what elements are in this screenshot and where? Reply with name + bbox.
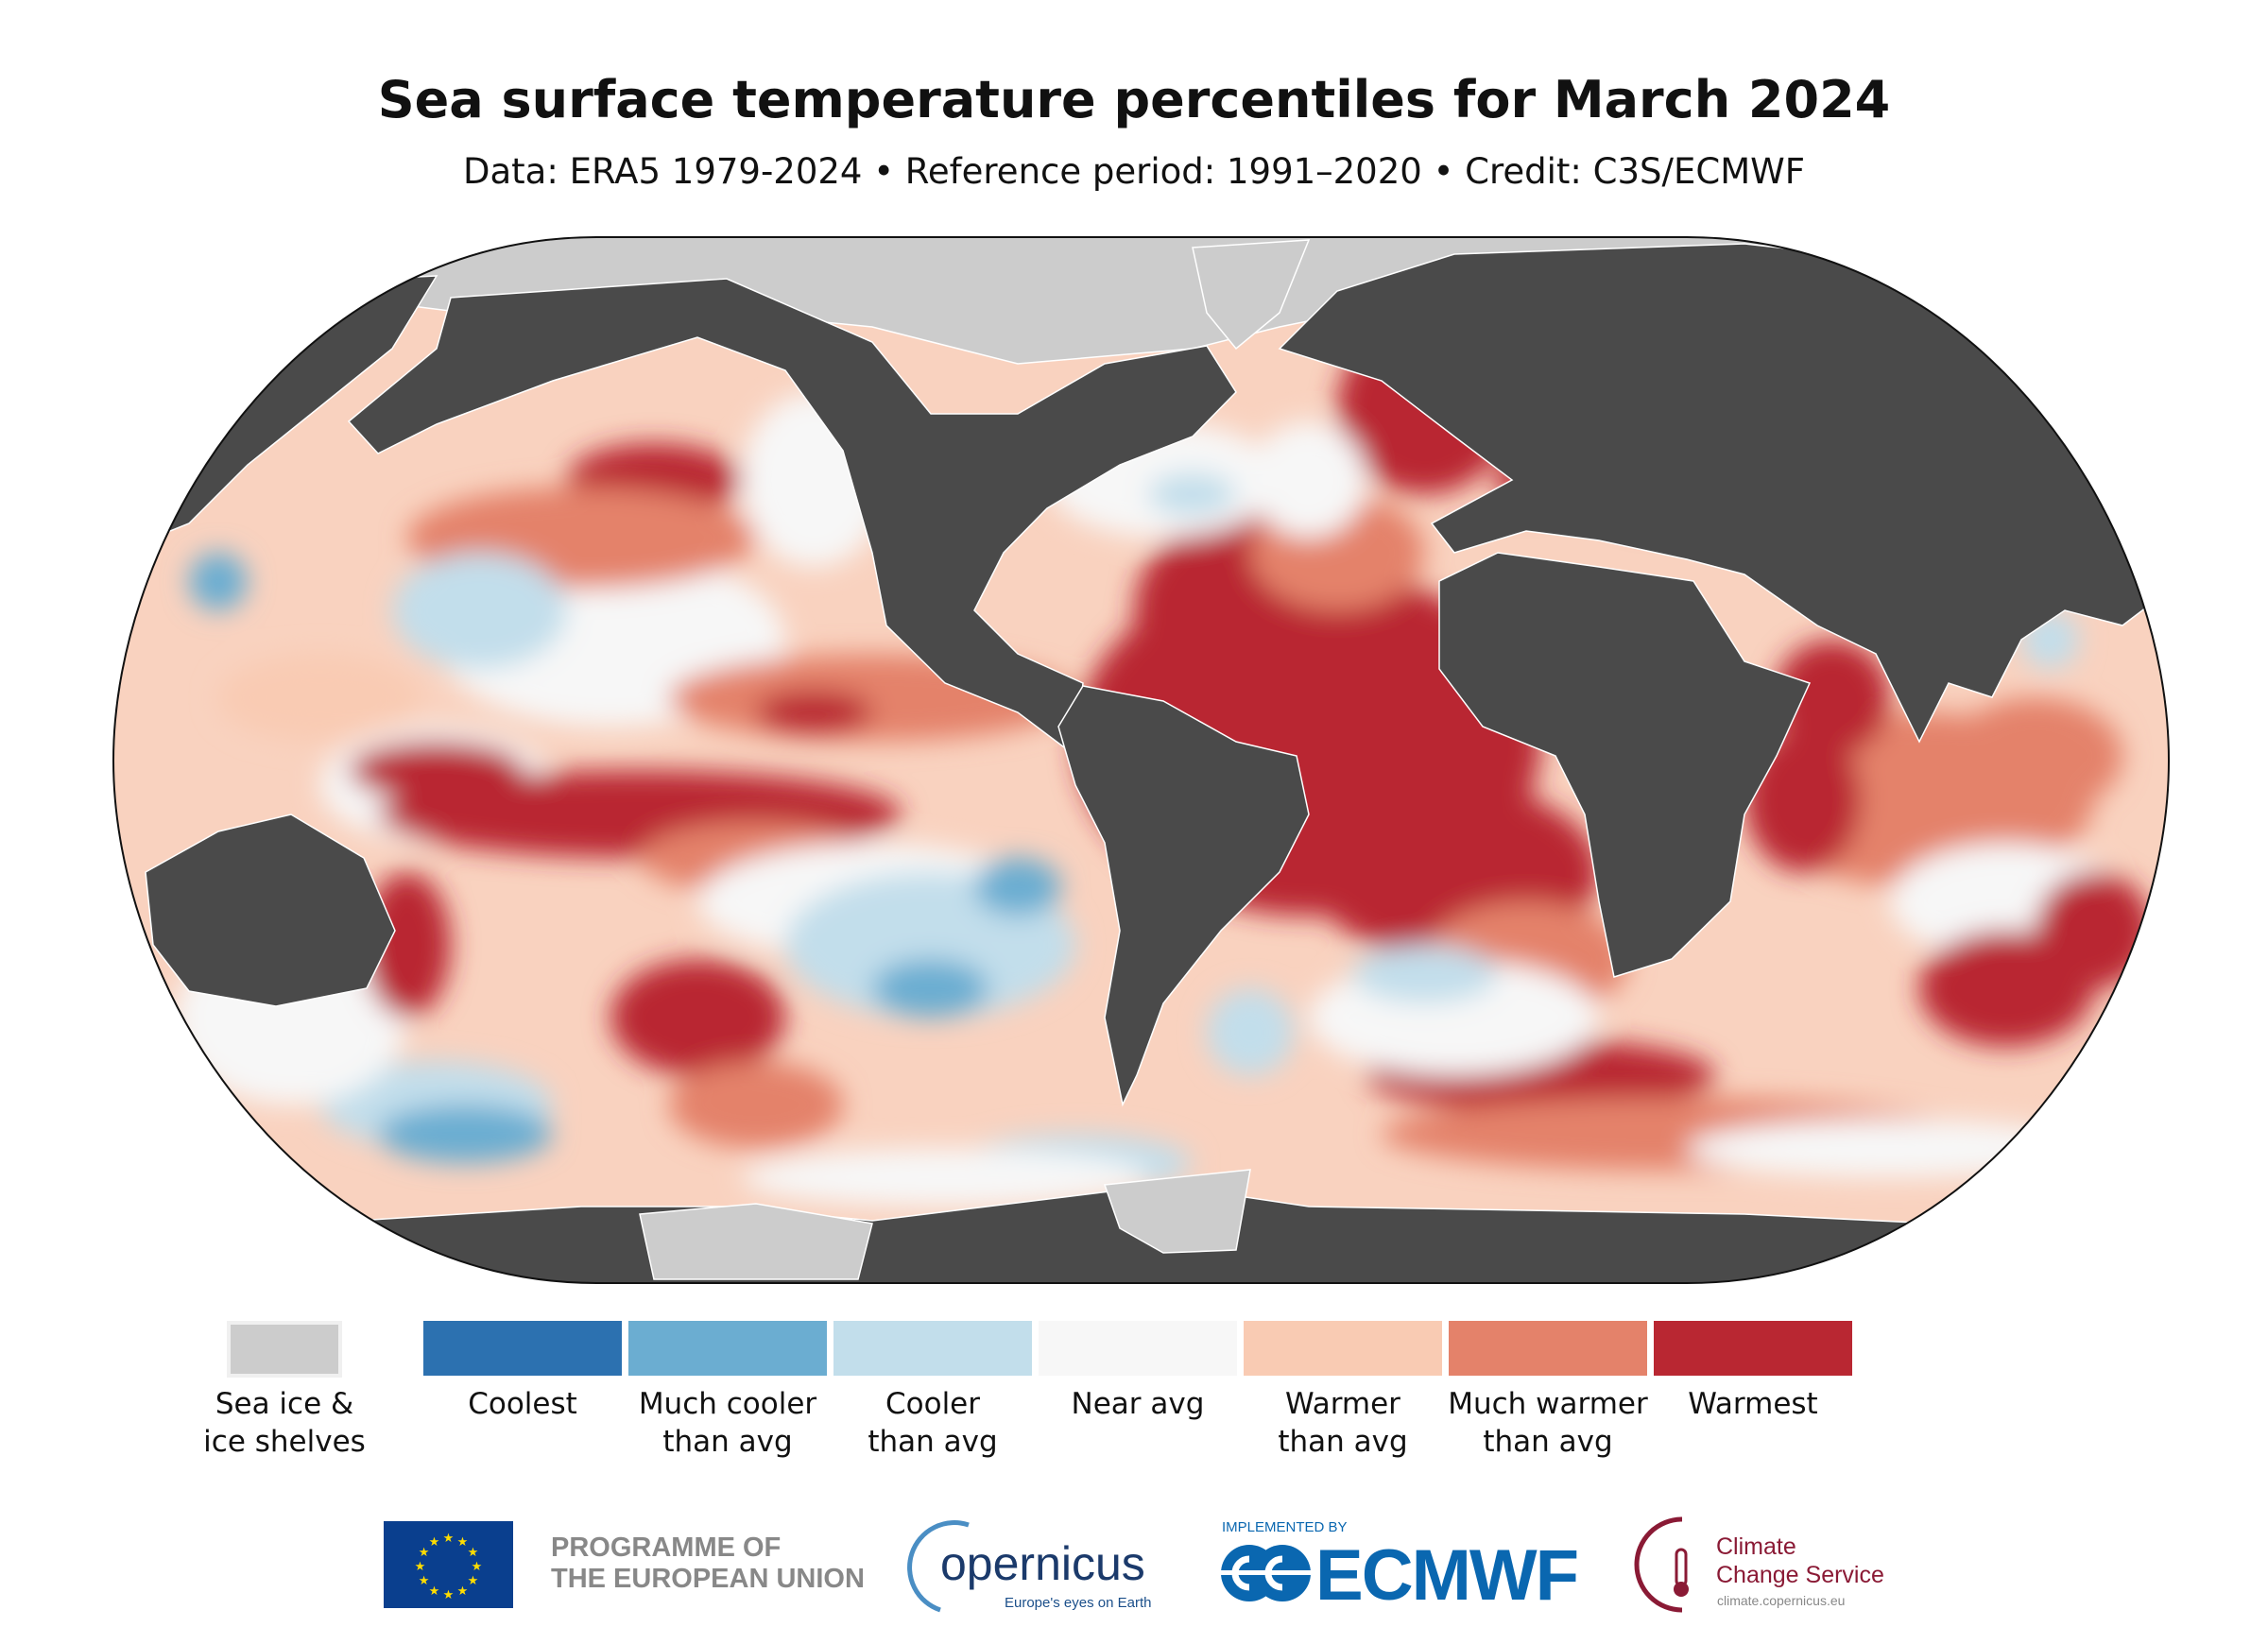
anomaly-region [392, 552, 568, 669]
legend-item: Near avg [1039, 1321, 1237, 1421]
eu-flag-logo: ★ ★ ★ ★ ★ ★ ★ ★ ★ ★ ★ ★ [384, 1521, 513, 1608]
map-outline [112, 236, 2171, 1284]
legend-item: Warmest [1654, 1321, 1852, 1421]
anomaly-region [1686, 1119, 2094, 1178]
eu-star-icon: ★ [429, 1584, 440, 1599]
africa [1438, 552, 1812, 978]
c3s-line1: Climate [1716, 1533, 1796, 1560]
eu-star-icon: ★ [457, 1535, 469, 1550]
legend-label: than avg [868, 1425, 998, 1459]
anomaly-region [2035, 872, 2152, 989]
legend-item: Coolest [423, 1321, 622, 1421]
north-america [347, 278, 1237, 758]
chart-title: Sea surface temperature percentiles for … [377, 70, 1891, 129]
ecmwf-wordmark: ECMWF [1315, 1535, 1579, 1616]
anomaly-region [1250, 421, 1367, 539]
legend-swatch-sea-ice [227, 1321, 342, 1378]
thermometer-cloud-icon [1634, 1516, 1689, 1613]
legend-label: Much warmer [1448, 1387, 1648, 1421]
world-map [112, 236, 2171, 1284]
land-masses [115, 237, 2169, 1283]
eu-programme-text: PROGRAMME OF THE EUROPEAN UNION [551, 1533, 865, 1595]
anomaly-region [973, 857, 1062, 916]
legend-label: Coolest [468, 1387, 577, 1421]
eu-star-icon: ★ [472, 1560, 483, 1574]
legend-item: Much cooler than avg [628, 1321, 827, 1459]
legend-swatch [1654, 1321, 1852, 1376]
ross-ice-shelf [639, 1203, 873, 1280]
chart-subtitle: Data: ERA5 1979-2024 • Reference period:… [463, 151, 1805, 192]
antarctic-peninsula-ice [1103, 1169, 1251, 1254]
legend-sea-ice: Sea ice & ice shelves [203, 1321, 366, 1459]
anomaly-region [217, 654, 422, 742]
eu-star-icon: ★ [419, 1574, 430, 1588]
legend-item: Warmer than avg [1244, 1321, 1442, 1459]
legend-label: Cooler [885, 1387, 980, 1421]
anomaly-region [189, 552, 248, 611]
anomaly-region [610, 959, 785, 1076]
eu-star-icon: ★ [468, 1546, 479, 1560]
eu-star-icon: ★ [419, 1546, 430, 1560]
legend-swatch [1039, 1321, 1237, 1376]
copernicus-arc-icon [907, 1520, 970, 1613]
ecmwf-symbol-icon [1221, 1545, 1311, 1601]
eu-star-icon: ★ [429, 1535, 440, 1550]
anomaly-region [1744, 727, 1862, 873]
legend-swatch [1244, 1321, 1442, 1376]
legend-label: Warmest [1688, 1387, 1818, 1421]
legend-label: Warmer [1285, 1387, 1400, 1421]
c3s-url: climate.copernicus.eu [1717, 1593, 1846, 1608]
copernicus-logo: opernicus Europe's eyes on Earth [902, 1519, 1158, 1614]
legend-label: Sea ice & [215, 1387, 354, 1421]
implemented-by-label: IMPLEMENTED BY [1222, 1519, 1348, 1535]
anomaly-region [872, 959, 989, 1018]
legend-swatch [1449, 1321, 1647, 1376]
eu-text-line1: PROGRAMME OF [551, 1533, 782, 1563]
copernicus-tagline: Europe's eyes on Earth [1005, 1595, 1152, 1611]
anomaly-region [1206, 988, 1295, 1076]
eu-text-line2: THE EUROPEAN UNION [551, 1564, 865, 1594]
greenland [1192, 239, 1311, 351]
anomaly-region [741, 1148, 1149, 1207]
ecmwf-logo: ECMWF [1221, 1535, 1580, 1616]
legend-swatch [628, 1321, 827, 1376]
eu-star-icon: ★ [443, 1588, 455, 1602]
anomaly-region [349, 741, 524, 800]
antarctica [115, 1184, 2169, 1283]
anomaly-region [1148, 472, 1236, 517]
south-america [1057, 685, 1310, 1107]
sst-anomaly-field [174, 319, 2152, 1207]
anomaly-region [756, 690, 873, 734]
legend-swatch [423, 1321, 622, 1376]
anomaly-region [378, 1105, 553, 1163]
legend-label: than avg [1483, 1425, 1613, 1459]
legend-item: Much warmer than avg [1448, 1321, 1648, 1459]
eu-star-icon: ★ [468, 1574, 479, 1588]
copernicus-wordmark: opernicus [940, 1537, 1145, 1590]
legend-label: ice shelves [203, 1425, 366, 1459]
australia [145, 813, 396, 1007]
anomaly-region [1351, 945, 1498, 1003]
legend-label: Near avg [1071, 1387, 1205, 1421]
c3s-line2: Change Service [1716, 1562, 1884, 1588]
legend-label: than avg [662, 1425, 793, 1459]
legend-label: than avg [1278, 1425, 1408, 1459]
anomaly-region [668, 1061, 844, 1149]
eu-star-icon: ★ [443, 1532, 455, 1546]
c3s-logo: Climate Change Service climate.copernicus… [1625, 1512, 1909, 1616]
legend-swatch [833, 1321, 1032, 1376]
anomaly-region [1948, 697, 2123, 814]
eu-star-icon: ★ [415, 1560, 426, 1574]
legend-label: Much cooler [638, 1387, 817, 1421]
eu-star-icon: ★ [457, 1584, 469, 1599]
legend-item: Cooler than avg [833, 1321, 1032, 1459]
